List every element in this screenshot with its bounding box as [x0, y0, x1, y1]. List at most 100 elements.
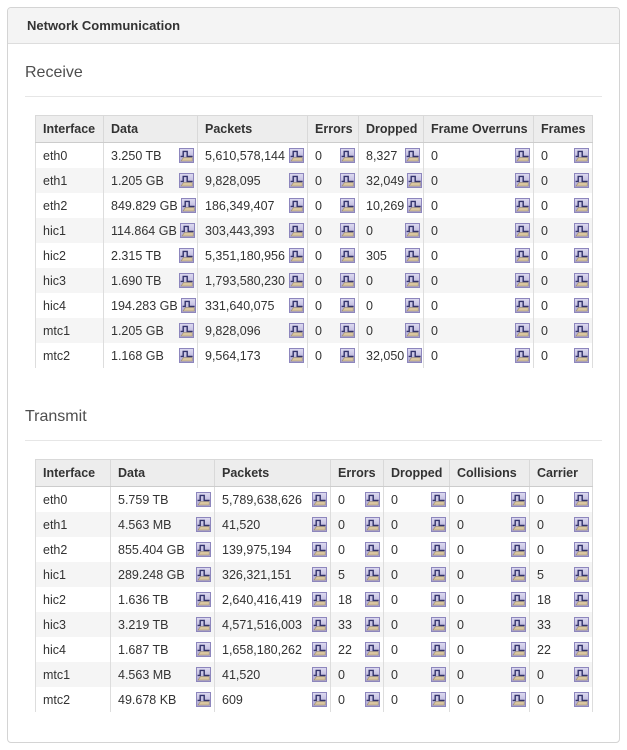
- chart-history-button[interactable]: [515, 273, 530, 288]
- chart-history-button[interactable]: [574, 642, 589, 657]
- chart-history-button[interactable]: [511, 542, 526, 557]
- chart-history-button[interactable]: [179, 348, 194, 363]
- chart-history-button[interactable]: [515, 348, 530, 363]
- chart-history-button[interactable]: [515, 148, 530, 163]
- chart-history-button[interactable]: [515, 323, 530, 338]
- chart-history-button[interactable]: [196, 517, 211, 532]
- chart-history-button[interactable]: [289, 323, 304, 338]
- chart-history-button[interactable]: [405, 273, 420, 288]
- chart-history-button[interactable]: [405, 223, 420, 238]
- chart-history-button[interactable]: [340, 248, 355, 263]
- chart-history-button[interactable]: [196, 567, 211, 582]
- chart-history-button[interactable]: [289, 248, 304, 263]
- chart-history-button[interactable]: [511, 642, 526, 657]
- chart-history-button[interactable]: [340, 273, 355, 288]
- chart-history-button[interactable]: [574, 542, 589, 557]
- chart-history-button[interactable]: [179, 223, 195, 238]
- chart-history-button[interactable]: [431, 667, 446, 682]
- chart-history-button[interactable]: [431, 592, 446, 607]
- chart-history-button[interactable]: [312, 667, 327, 682]
- chart-history-button[interactable]: [407, 348, 423, 363]
- chart-history-button[interactable]: [515, 173, 530, 188]
- chart-history-button[interactable]: [289, 173, 304, 188]
- chart-history-button[interactable]: [340, 298, 355, 313]
- chart-history-button[interactable]: [312, 592, 327, 607]
- chart-history-button[interactable]: [511, 592, 526, 607]
- chart-history-button[interactable]: [574, 348, 589, 363]
- chart-history-button[interactable]: [365, 542, 380, 557]
- chart-history-button[interactable]: [365, 517, 380, 532]
- chart-history-button[interactable]: [196, 592, 211, 607]
- chart-history-button[interactable]: [179, 173, 194, 188]
- chart-history-button[interactable]: [511, 667, 526, 682]
- chart-history-button[interactable]: [407, 173, 423, 188]
- chart-history-button[interactable]: [574, 148, 589, 163]
- chart-history-button[interactable]: [574, 592, 589, 607]
- chart-history-button[interactable]: [574, 273, 589, 288]
- chart-history-button[interactable]: [289, 273, 304, 288]
- chart-history-button[interactable]: [289, 223, 304, 238]
- chart-history-button[interactable]: [340, 173, 355, 188]
- chart-history-button[interactable]: [405, 298, 420, 313]
- chart-history-button[interactable]: [196, 642, 211, 657]
- chart-history-button[interactable]: [574, 492, 589, 507]
- chart-history-button[interactable]: [196, 492, 211, 507]
- chart-history-button[interactable]: [196, 692, 211, 707]
- chart-history-button[interactable]: [574, 517, 589, 532]
- chart-history-button[interactable]: [431, 567, 446, 582]
- chart-history-button[interactable]: [574, 198, 589, 213]
- chart-history-button[interactable]: [289, 348, 304, 363]
- chart-history-button[interactable]: [340, 323, 355, 338]
- chart-history-button[interactable]: [365, 592, 380, 607]
- chart-history-button[interactable]: [574, 692, 589, 707]
- chart-history-button[interactable]: [365, 567, 380, 582]
- chart-history-button[interactable]: [431, 517, 446, 532]
- chart-history-button[interactable]: [179, 148, 194, 163]
- chart-history-button[interactable]: [431, 617, 446, 632]
- chart-history-button[interactable]: [431, 492, 446, 507]
- chart-history-button[interactable]: [515, 223, 530, 238]
- chart-history-button[interactable]: [574, 667, 589, 682]
- chart-history-button[interactable]: [574, 223, 589, 238]
- chart-history-button[interactable]: [289, 148, 304, 163]
- chart-history-button[interactable]: [312, 567, 327, 582]
- chart-history-button[interactable]: [515, 198, 530, 213]
- chart-history-button[interactable]: [431, 692, 446, 707]
- chart-history-button[interactable]: [511, 692, 526, 707]
- chart-history-button[interactable]: [511, 517, 526, 532]
- chart-history-button[interactable]: [515, 248, 530, 263]
- chart-history-button[interactable]: [511, 617, 526, 632]
- chart-history-button[interactable]: [405, 323, 420, 338]
- chart-history-button[interactable]: [431, 642, 446, 657]
- chart-history-button[interactable]: [515, 298, 530, 313]
- chart-history-button[interactable]: [511, 492, 526, 507]
- chart-history-button[interactable]: [365, 667, 380, 682]
- chart-history-button[interactable]: [196, 617, 211, 632]
- chart-history-button[interactable]: [312, 517, 327, 532]
- chart-history-button[interactable]: [405, 248, 420, 263]
- chart-history-button[interactable]: [511, 567, 526, 582]
- chart-history-button[interactable]: [340, 148, 355, 163]
- chart-history-button[interactable]: [289, 298, 304, 313]
- chart-history-button[interactable]: [312, 492, 327, 507]
- chart-history-button[interactable]: [365, 492, 380, 507]
- chart-history-button[interactable]: [179, 323, 194, 338]
- chart-history-button[interactable]: [431, 542, 446, 557]
- chart-history-button[interactable]: [574, 323, 589, 338]
- chart-history-button[interactable]: [312, 642, 327, 657]
- chart-history-button[interactable]: [574, 298, 589, 313]
- chart-history-button[interactable]: [196, 542, 211, 557]
- chart-history-button[interactable]: [407, 198, 423, 213]
- chart-history-button[interactable]: [289, 198, 304, 213]
- chart-history-button[interactable]: [574, 567, 589, 582]
- chart-history-button[interactable]: [340, 198, 355, 213]
- chart-history-button[interactable]: [340, 348, 355, 363]
- chart-history-button[interactable]: [365, 642, 380, 657]
- chart-history-button[interactable]: [196, 667, 211, 682]
- chart-history-button[interactable]: [180, 198, 196, 213]
- chart-history-button[interactable]: [365, 692, 380, 707]
- chart-history-button[interactable]: [405, 148, 420, 163]
- chart-history-button[interactable]: [180, 298, 196, 313]
- chart-history-button[interactable]: [179, 273, 194, 288]
- chart-history-button[interactable]: [574, 248, 589, 263]
